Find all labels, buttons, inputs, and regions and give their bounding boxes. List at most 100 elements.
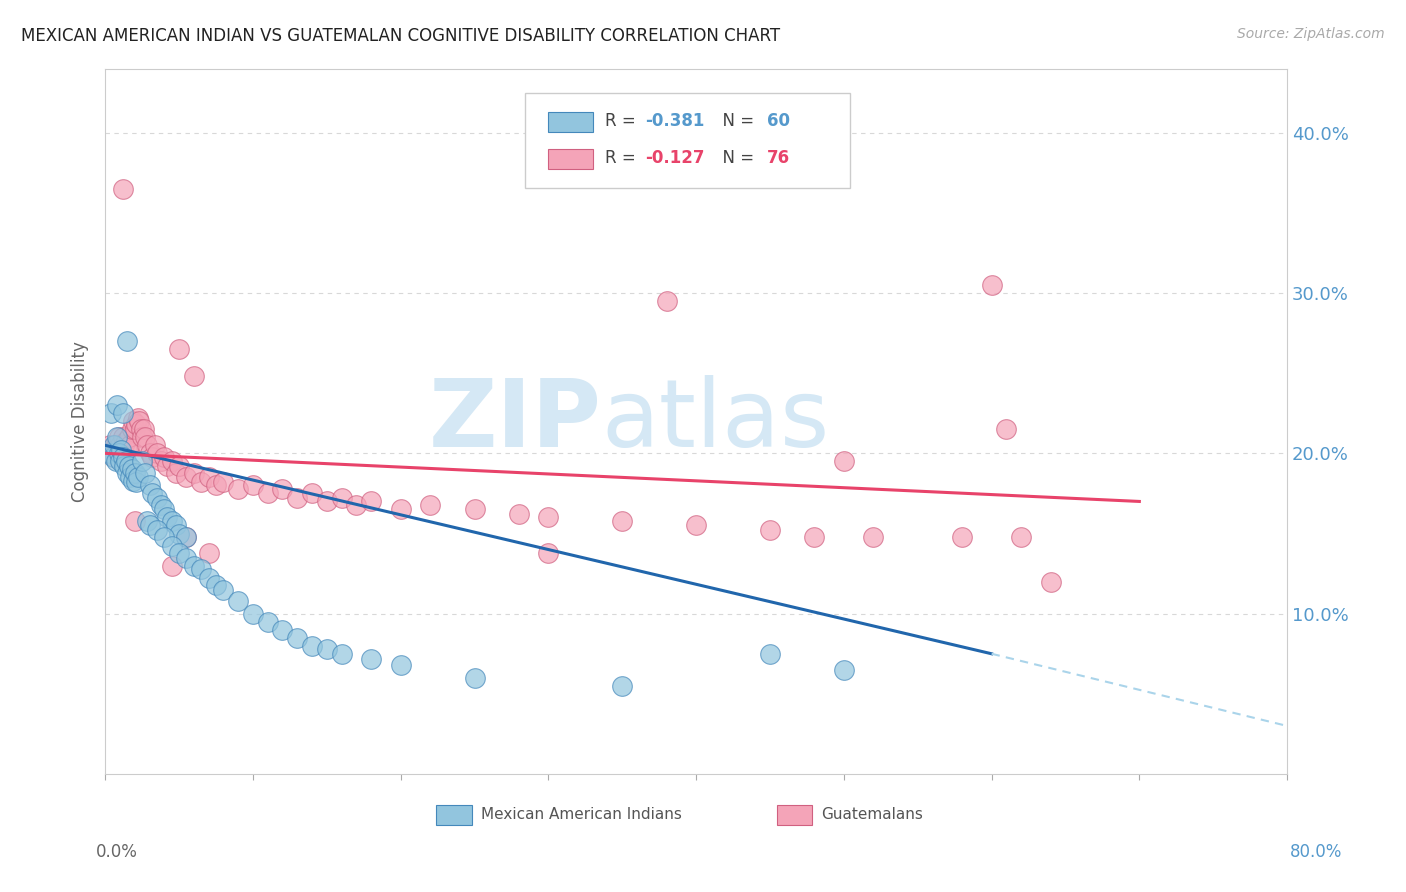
- Point: [127, 470, 149, 484]
- Point: [226, 594, 249, 608]
- Point: [134, 430, 156, 444]
- Point: [301, 639, 323, 653]
- Point: [271, 482, 294, 496]
- Point: [256, 486, 278, 500]
- Point: [117, 334, 139, 348]
- Point: [315, 494, 337, 508]
- Point: [118, 459, 141, 474]
- Point: [138, 446, 160, 460]
- Point: [344, 498, 367, 512]
- Point: [360, 494, 382, 508]
- Point: [107, 446, 129, 460]
- Point: [120, 470, 142, 484]
- Point: [128, 414, 150, 428]
- Point: [122, 414, 145, 428]
- Point: [242, 607, 264, 621]
- Text: 80.0%: 80.0%: [1291, 843, 1343, 861]
- Point: [242, 478, 264, 492]
- Point: [165, 518, 187, 533]
- Text: -0.127: -0.127: [645, 149, 704, 167]
- Point: [117, 443, 139, 458]
- Point: [980, 277, 1002, 292]
- Point: [104, 454, 127, 468]
- Point: [160, 539, 183, 553]
- Point: [111, 430, 134, 444]
- Point: [135, 514, 157, 528]
- Point: [685, 518, 707, 533]
- Point: [107, 430, 129, 444]
- Text: 76: 76: [768, 149, 790, 167]
- Point: [124, 422, 146, 436]
- Point: [153, 450, 176, 464]
- Point: [117, 466, 139, 480]
- Point: [803, 530, 825, 544]
- Point: [156, 459, 179, 474]
- Point: [101, 450, 124, 464]
- Point: [167, 526, 190, 541]
- Y-axis label: Cognitive Disability: Cognitive Disability: [72, 341, 89, 501]
- Point: [360, 651, 382, 665]
- Bar: [548, 149, 593, 169]
- Point: [256, 615, 278, 629]
- Point: [131, 454, 153, 468]
- Point: [160, 454, 183, 468]
- Point: [108, 438, 131, 452]
- Point: [165, 466, 187, 480]
- Point: [145, 438, 167, 452]
- Point: [176, 530, 198, 544]
- Point: [153, 502, 176, 516]
- Point: [146, 491, 169, 506]
- Bar: [776, 805, 813, 825]
- Point: [111, 450, 134, 464]
- Point: [160, 514, 183, 528]
- Point: [98, 446, 121, 460]
- Bar: [436, 805, 471, 825]
- Text: atlas: atlas: [602, 376, 830, 467]
- Point: [135, 438, 157, 452]
- Text: 0.0%: 0.0%: [96, 843, 138, 861]
- Point: [759, 524, 782, 538]
- Text: 60: 60: [768, 112, 790, 130]
- Point: [131, 430, 153, 444]
- Point: [100, 406, 122, 420]
- Point: [104, 438, 127, 452]
- Text: ZIP: ZIP: [429, 376, 602, 467]
- Point: [612, 514, 634, 528]
- Point: [160, 558, 183, 573]
- Point: [118, 430, 141, 444]
- FancyBboxPatch shape: [524, 93, 849, 188]
- Point: [105, 446, 128, 460]
- Point: [120, 438, 142, 452]
- Point: [183, 558, 205, 573]
- Point: [125, 417, 148, 432]
- Text: Mexican American Indians: Mexican American Indians: [481, 807, 682, 822]
- Point: [101, 443, 124, 458]
- Point: [1010, 530, 1032, 544]
- Point: [108, 454, 131, 468]
- Point: [862, 530, 884, 544]
- Point: [110, 446, 132, 460]
- Point: [212, 582, 235, 597]
- Point: [655, 293, 678, 308]
- Point: [995, 422, 1018, 436]
- Point: [330, 647, 353, 661]
- Point: [537, 546, 560, 560]
- Point: [183, 369, 205, 384]
- Point: [124, 514, 146, 528]
- Point: [121, 462, 143, 476]
- Point: [832, 663, 855, 677]
- Point: [141, 486, 163, 500]
- Point: [150, 454, 173, 468]
- Text: Guatemalans: Guatemalans: [821, 807, 924, 822]
- Point: [112, 459, 135, 474]
- Point: [167, 342, 190, 356]
- Point: [190, 475, 212, 490]
- Point: [115, 434, 138, 448]
- Point: [138, 478, 160, 492]
- Point: [111, 406, 134, 420]
- Point: [537, 510, 560, 524]
- Point: [389, 658, 412, 673]
- Point: [508, 508, 530, 522]
- Point: [146, 446, 169, 460]
- Point: [153, 530, 176, 544]
